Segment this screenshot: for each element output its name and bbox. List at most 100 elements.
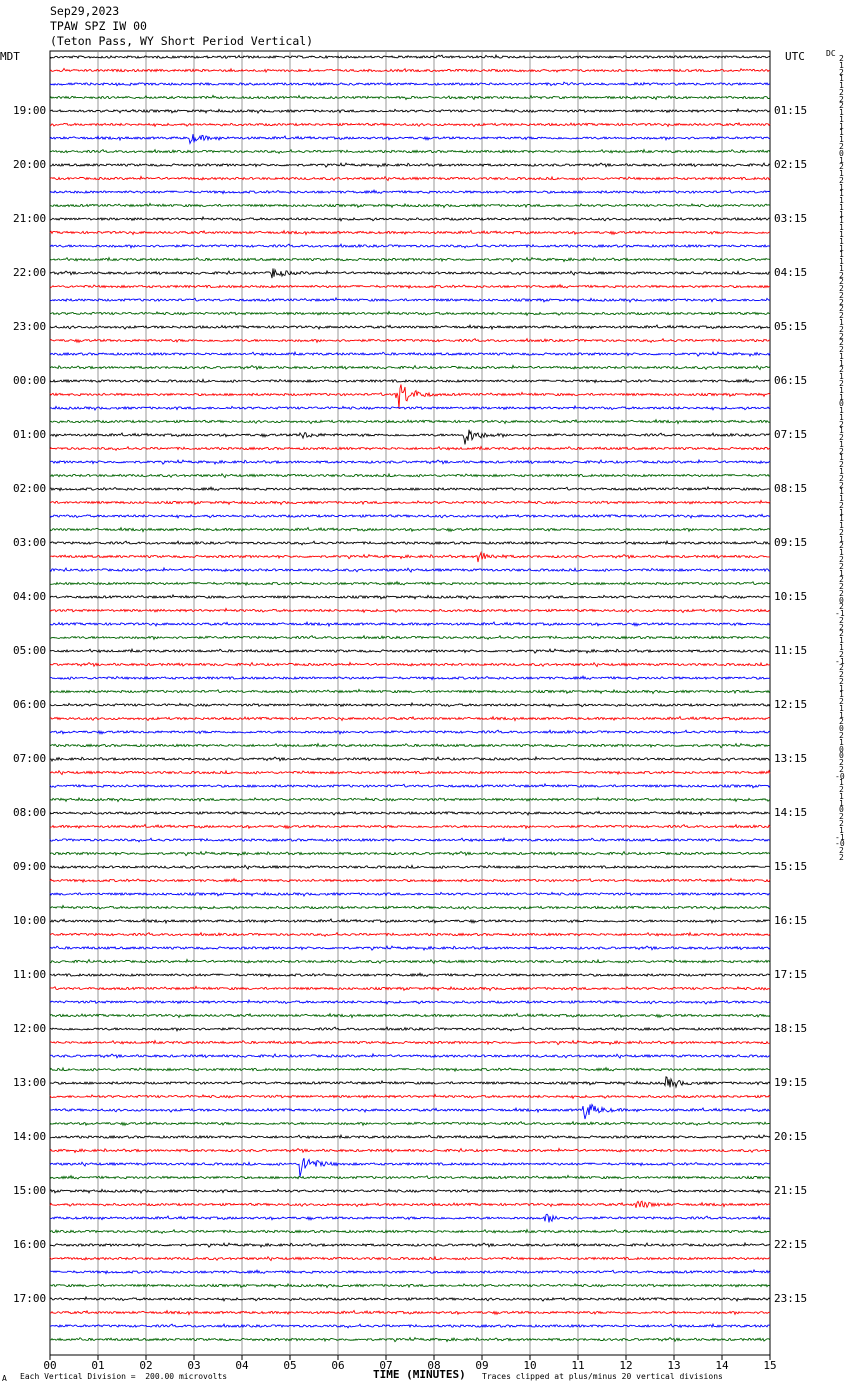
- dc-offset-value: 0: [839, 724, 844, 734]
- trace-line: [49, 1026, 771, 1032]
- trace-line: [49, 1052, 771, 1059]
- minute-gridlines: [97, 51, 723, 1355]
- dc-offset-value: 2: [839, 101, 844, 111]
- dc-offset-value: 1: [839, 494, 844, 504]
- x-tick-label: 10: [523, 1359, 536, 1372]
- trace-line: [49, 1228, 770, 1235]
- trace-line: [49, 296, 771, 303]
- dc-offset-value: 1: [839, 121, 844, 131]
- dc-offset-value: 2: [839, 602, 844, 612]
- trace-line: [49, 81, 771, 87]
- x-tick-label: 04: [235, 1359, 249, 1372]
- trace-line: [49, 323, 771, 331]
- dc-offset-value: 1: [839, 114, 844, 124]
- trace-line: [49, 1213, 771, 1223]
- trace-line: [49, 215, 771, 222]
- plot-frame: [49, 50, 771, 1356]
- right-hour-label: 05:15: [774, 320, 808, 333]
- dc-offset-value: 2: [839, 175, 844, 185]
- x-tick-label: 12: [619, 1359, 632, 1372]
- trace-line: [49, 485, 771, 492]
- left-hour-label: 10:00: [13, 914, 47, 927]
- left-hour-label: 15:00: [13, 1184, 47, 1197]
- trace-line: [49, 836, 770, 843]
- station-label: TPAW SPZ IW 00: [50, 19, 147, 33]
- left-hour-label: 06:00: [13, 698, 47, 711]
- left-hour-label: 19:00: [13, 104, 47, 117]
- dc-offset-value: 1: [839, 385, 844, 395]
- trace-line: [49, 53, 771, 60]
- x-tick-label: 09: [475, 1359, 488, 1372]
- dc-offset-value: 1: [839, 182, 844, 192]
- dc-offset-value: 1: [839, 372, 844, 382]
- dc-offset-value: 1: [839, 521, 844, 531]
- dc-offset-value: 2: [839, 852, 844, 862]
- trace-line: [49, 175, 771, 182]
- dc-offset-value: 1: [839, 507, 844, 517]
- clip-note: Traces clipped at plus/minus 20 vertical…: [482, 1372, 723, 1381]
- dc-offset-value: 1: [839, 358, 844, 368]
- dc-offset-value: 1: [839, 642, 844, 652]
- dc-offset-value: 1: [839, 534, 844, 544]
- dc-offset-value: 1: [839, 135, 844, 145]
- left-hour-label: 12:00: [13, 1022, 47, 1035]
- dc-offset-value: 1: [839, 257, 844, 267]
- dc-offset-value: 2: [839, 142, 844, 151]
- trace-line: [49, 729, 771, 735]
- trace-line: [49, 1295, 771, 1303]
- right-hour-label: 11:15: [774, 644, 808, 657]
- dc-offset-value: 1: [839, 250, 844, 260]
- trace-line: [49, 1282, 771, 1289]
- dc-offset-value: 2: [839, 460, 844, 470]
- trace-line: [49, 243, 771, 249]
- dc-offset-value: -1: [835, 656, 845, 666]
- right-hour-label: 20:15: [774, 1130, 808, 1143]
- dc-offset-value: 2: [839, 582, 844, 592]
- right-hour-label: 16:15: [774, 914, 808, 927]
- right-hour-label: 01:15: [774, 104, 808, 117]
- left-hour-label: 07:00: [13, 752, 47, 765]
- left-hour-label: 05:00: [13, 644, 47, 657]
- trace-line: [49, 162, 771, 169]
- dc-offset-value: 2: [839, 819, 844, 828]
- trace-line: [49, 513, 771, 520]
- dc-offset-value: 1: [839, 155, 844, 165]
- dc-offset-value: 1: [839, 412, 844, 422]
- dc-offset-value: 1: [839, 548, 844, 558]
- dc-offset-value: 2: [839, 670, 844, 680]
- trace-line: [49, 796, 771, 803]
- trace-line: [49, 1336, 771, 1343]
- dc-offset-value: 2: [839, 764, 844, 774]
- trace-line: [49, 755, 771, 763]
- x-tick-label: 05: [283, 1359, 296, 1372]
- trace-line: [49, 877, 771, 884]
- dc-offset-value: 1: [839, 466, 844, 476]
- trace-line: [49, 1133, 771, 1140]
- trace-line: [49, 134, 771, 145]
- right-hour-label: 23:15: [774, 1292, 808, 1305]
- trace-line: [49, 1039, 771, 1046]
- dc-offset-value: 2: [839, 345, 844, 355]
- trace-line: [49, 688, 771, 695]
- trace-line: [49, 350, 771, 358]
- trace-line: [49, 148, 771, 155]
- trace-line: [49, 580, 771, 587]
- dc-offset-value: -1: [835, 832, 845, 842]
- dc-offset-value: 1: [839, 189, 844, 199]
- trace-line: [49, 107, 771, 114]
- right-hour-label: 19:15: [774, 1076, 808, 1089]
- trace-line: [49, 1147, 771, 1154]
- right-hour-label: 12:15: [774, 698, 808, 711]
- x-tick-label: 02: [139, 1359, 152, 1372]
- dc-offset-value: 1: [839, 737, 844, 747]
- left-hour-label: 13:00: [13, 1076, 47, 1089]
- dc-offset-value: 0: [839, 751, 844, 761]
- right-hour-label: 21:15: [774, 1184, 808, 1197]
- dc-offset-value: 1: [839, 351, 844, 361]
- trace-line: [49, 958, 771, 965]
- trace-line: [49, 1158, 770, 1177]
- trace-line: [49, 782, 771, 789]
- dc-offset-value: 2: [839, 785, 844, 795]
- right-timezone-label: UTC: [785, 50, 805, 63]
- left-hour-label: 09:00: [13, 860, 47, 873]
